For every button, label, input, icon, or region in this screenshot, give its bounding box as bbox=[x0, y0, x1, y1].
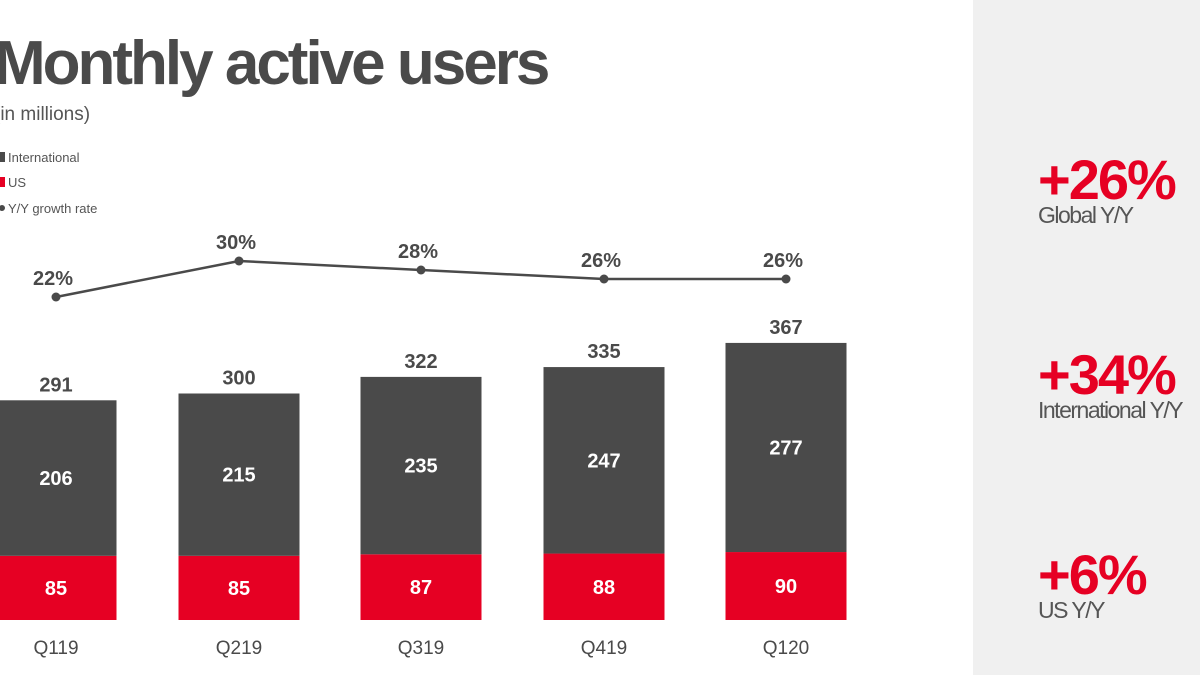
legend-label-international: International bbox=[8, 149, 80, 165]
chart-subtitle: (in millions) bbox=[0, 104, 91, 125]
bar-us-Q219 bbox=[178, 555, 300, 620]
growth-label-Q120: 26% bbox=[763, 250, 803, 272]
legend-item-international: International bbox=[0, 147, 80, 167]
chart-title: Monthly active users bbox=[0, 29, 550, 98]
growth-point-Q419 bbox=[599, 274, 609, 284]
growth-label-Q419: 26% bbox=[581, 250, 621, 272]
bar-us-Q319 bbox=[360, 554, 482, 620]
chart-plot: 85 206 291 Q119 85 215 300 Q219 87 235 322 Q319 88 24… bbox=[0, 232, 847, 659]
legend-item-growth-rate: Y/Y growth rate bbox=[0, 198, 97, 218]
data-label-international-Q119: 206 bbox=[39, 468, 72, 490]
data-label-us-Q419: 88 bbox=[593, 577, 615, 599]
bar-international-Q219 bbox=[178, 393, 300, 556]
data-label-total-Q219: 300 bbox=[222, 368, 255, 390]
stat-us: +6% US Y/Y bbox=[1038, 543, 1148, 624]
stat-global-label: Global Y/Y bbox=[1038, 202, 1134, 228]
legend-swatch-us bbox=[0, 177, 5, 187]
data-label-international-Q319: 235 bbox=[404, 456, 437, 478]
legend-label-us: US bbox=[8, 174, 27, 190]
data-label-international-Q120: 277 bbox=[769, 437, 802, 459]
growth-label-Q119: 22% bbox=[33, 268, 73, 290]
data-label-us-Q319: 87 bbox=[410, 577, 432, 599]
legend-item-us: US bbox=[0, 172, 26, 192]
growth-point-Q319 bbox=[416, 265, 426, 275]
bar-us-Q119 bbox=[0, 555, 117, 620]
data-label-us-Q120: 90 bbox=[775, 576, 797, 598]
legend-dot-growth-rate bbox=[0, 205, 5, 211]
bar-international-Q120 bbox=[725, 342, 847, 553]
stat-global-value: +26% bbox=[1038, 148, 1177, 211]
stat-international: +34% International Y/Y bbox=[1038, 343, 1184, 424]
data-label-total-Q319: 322 bbox=[404, 351, 437, 373]
side-panel: +26% Global Y/Y +34% International Y/Y +… bbox=[973, 0, 1200, 675]
data-label-international-Q219: 215 bbox=[222, 465, 255, 487]
stat-international-label: International Y/Y bbox=[1038, 397, 1184, 423]
growth-label-Q319: 28% bbox=[398, 241, 438, 263]
data-label-total-Q119: 291 bbox=[39, 374, 72, 396]
legend-label-growth-rate: Y/Y growth rate bbox=[8, 200, 98, 216]
data-label-total-Q419: 335 bbox=[587, 341, 620, 363]
growth-label-Q219: 30% bbox=[216, 232, 256, 254]
x-tick-label-Q120: Q120 bbox=[763, 638, 809, 659]
data-label-us-Q119: 85 bbox=[45, 578, 67, 600]
x-tick-label-Q219: Q219 bbox=[216, 638, 262, 659]
legend-swatch-international bbox=[0, 152, 5, 162]
x-tick-label-Q319: Q319 bbox=[398, 638, 444, 659]
bar-us-Q120 bbox=[725, 552, 847, 620]
stat-global: +26% Global Y/Y bbox=[1038, 148, 1177, 229]
growth-point-Q219 bbox=[234, 256, 244, 266]
data-label-international-Q419: 247 bbox=[587, 450, 620, 472]
stat-us-label: US Y/Y bbox=[1038, 597, 1105, 623]
x-tick-label-Q119: Q119 bbox=[33, 638, 78, 659]
stat-international-value: +34% bbox=[1038, 343, 1177, 406]
data-label-us-Q219: 85 bbox=[228, 578, 250, 600]
growth-point-Q119 bbox=[51, 292, 61, 302]
bar-international-Q119 bbox=[0, 400, 117, 556]
growth-point-Q120 bbox=[781, 274, 791, 284]
bar-international-Q419 bbox=[543, 367, 665, 554]
stat-us-value: +6% bbox=[1038, 543, 1148, 606]
bar-us-Q419 bbox=[543, 553, 665, 620]
bar-international-Q319 bbox=[360, 376, 482, 555]
data-label-total-Q120: 367 bbox=[769, 317, 802, 339]
x-tick-label-Q419: Q419 bbox=[581, 638, 627, 659]
